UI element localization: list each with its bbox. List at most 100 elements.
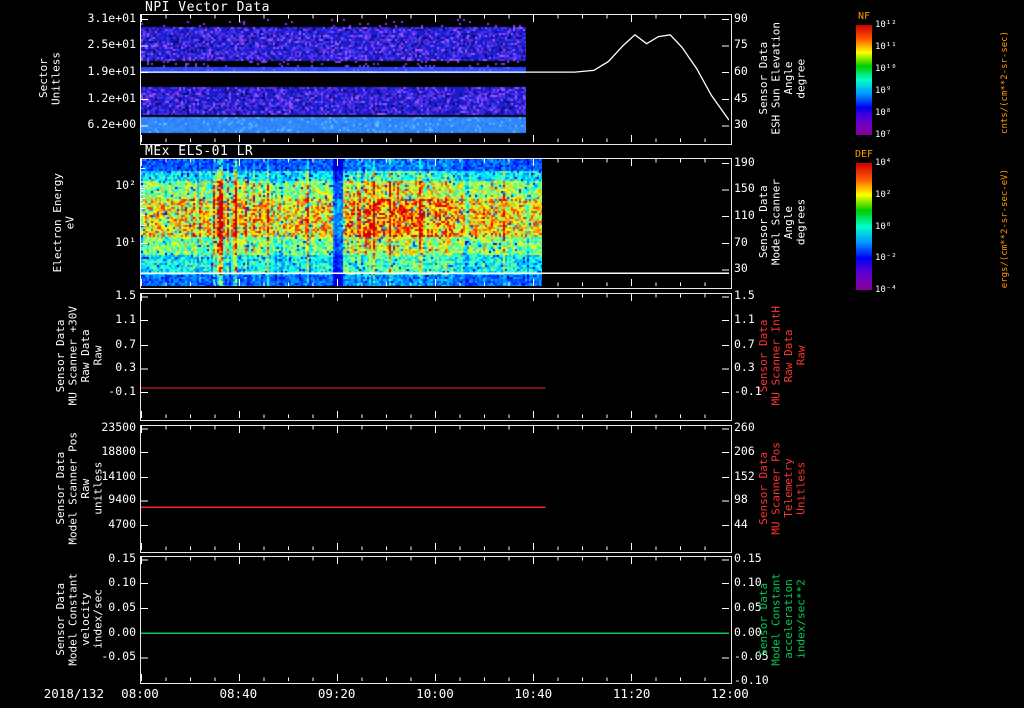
plot-area	[140, 293, 732, 421]
x-tick-label: 10:00	[416, 686, 454, 701]
y-tick-label: 0.15	[108, 551, 136, 566]
y-tick-label: 6.2e+00	[87, 117, 136, 132]
panel-mex-els: MEx ELS-01 LR Electron Energy eV 10² 10¹ …	[0, 144, 1024, 289]
y-tick-label: 0.3	[734, 360, 755, 375]
left-tick-labels: 1.5 1.1 0.7 0.3 -0.1	[66, 289, 136, 419]
panel-model-scanner-pos: Sensor Data Model Scanner Pos Raw unitle…	[0, 421, 1024, 553]
colorbar-unit: ergs/(cm**2-sr-sec-eV)	[1000, 168, 1010, 289]
x-tick-label: 09:20	[317, 686, 356, 701]
x-tick-label: 12:00	[711, 686, 749, 701]
y-tick-label: 0.05	[108, 599, 136, 614]
y-tick-label: 190	[734, 154, 755, 169]
colorbar-tick-label: 10⁻⁴	[875, 285, 897, 295]
colorbar-tick-label: 10⁴	[875, 158, 892, 168]
x-tick-label: 08:00	[121, 686, 159, 701]
right-tick-labels: 90 75 60 45 30	[734, 10, 790, 143]
y-tick-label: 110	[734, 208, 755, 223]
panel-title: NPI Vector Data	[145, 0, 270, 15]
y-tick-label: 1.5	[115, 288, 136, 303]
left-tick-labels: 0.15 0.10 0.05 0.00 -0.05	[66, 552, 136, 682]
y-tick-label: 1.1	[115, 312, 136, 327]
y-tick-label: 1.9e+01	[87, 64, 136, 79]
y-axis-right-label: Sensor Data MU Scanner Pos Telemetry Uni…	[757, 441, 808, 535]
y-tick-label: 70	[734, 234, 748, 249]
y-tick-label: 14100	[101, 468, 136, 483]
colorbar-tick-label: 10⁰	[875, 221, 892, 232]
colorbar-tick-label: 10⁹	[875, 86, 892, 96]
x-tick-label: 08:40	[219, 686, 258, 701]
y-tick-label: 0.00	[734, 624, 762, 639]
colorbar-tick-label: 10⁷	[875, 130, 892, 140]
colorbar-tick-label: 10²	[875, 189, 892, 200]
y-tick-label: -0.05	[101, 649, 136, 664]
y-tick-label: 0.3	[115, 360, 136, 375]
y-tick-label: 23500	[101, 420, 136, 435]
y-tick-label: 0.05	[734, 599, 762, 614]
y-tick-label: 44	[734, 517, 748, 532]
y-tick-label: 1.1	[734, 312, 755, 327]
y-tick-label: 1.5	[734, 288, 755, 303]
colorbar-gradient	[856, 163, 872, 290]
date-label: 2018/132	[43, 686, 104, 701]
y-tick-label: 3.1e+01	[87, 10, 136, 25]
plot-area	[140, 425, 732, 553]
y-tick-label: 4700	[108, 517, 136, 532]
y-tick-label: 18800	[101, 444, 136, 459]
y-tick-label: 0.7	[734, 336, 755, 351]
y-tick-label: 206	[734, 444, 755, 459]
colorbar-tick-label: 10⁸	[875, 108, 892, 118]
panel-title: MEx ELS-01 LR	[145, 144, 254, 159]
colorbar-title: NF	[857, 11, 871, 22]
y-tick-label: 150	[734, 181, 755, 196]
y-axis-right-label: Sensor Data Model Scanner Angle degrees	[757, 179, 808, 266]
y-axis-right-label: Sensor Data ESH Sun Elevation Angle degr…	[757, 22, 808, 135]
left-tick-labels: 10² 10¹	[66, 158, 136, 287]
y-axis-right-label: Sensor Data MU Scanner IntH Raw Data Raw	[757, 306, 808, 406]
npi-spectrogram	[141, 15, 526, 142]
y-tick-label: -0.05	[734, 649, 769, 664]
colorbar-tick-label: 10¹²	[875, 20, 897, 30]
y-tick-label: 260	[734, 420, 755, 435]
y-tick-label: 98	[734, 492, 748, 507]
y-tick-label: 10²	[115, 177, 136, 192]
panel-npi-vector: NPI Vector Data Sector Unitless 3.1e+01 2…	[0, 0, 1024, 145]
plot-lines	[141, 294, 729, 418]
right-tick-labels: 260 206 152 98 44	[734, 421, 790, 551]
colorbar-tick-label: 10¹⁰	[875, 64, 897, 74]
colorbar-unit: cnts/(cm**2-sr-sec)	[1000, 30, 1010, 134]
panel-model-constant-velocity: Sensor Data Model Constant velocity inde…	[0, 552, 1024, 686]
plot-area	[140, 158, 732, 289]
colorbar-tick-label: 10⁻²	[875, 253, 897, 264]
y-tick-label: 75	[734, 37, 748, 52]
y-tick-label: 45	[734, 90, 748, 105]
y-tick-label: 30	[734, 261, 748, 276]
y-axis-right-label: Sensor Data Model Constant acceleration …	[757, 572, 808, 666]
panel-mu-scanner-30v: Sensor Data MU Scanner +30V Raw Data Raw…	[0, 289, 1024, 421]
y-tick-label: 30	[734, 117, 748, 132]
colorbar-tick-label: 10¹¹	[875, 42, 897, 52]
y-tick-label: 0.7	[115, 336, 136, 351]
left-tick-labels: 23500 18800 14100 9400 4700	[66, 421, 136, 551]
y-tick-label: 0.00	[108, 624, 136, 639]
y-tick-label: 90	[734, 10, 748, 25]
els-spectrogram	[141, 159, 542, 286]
y-tick-label: 9400	[108, 492, 136, 507]
y-tick-label: -0.10	[734, 673, 769, 687]
y-tick-label: -0.1	[734, 383, 762, 398]
x-tick-label: 10:40	[514, 686, 553, 701]
y-tick-label: 1.2e+01	[87, 90, 136, 105]
y-tick-label: 0.15	[734, 551, 762, 566]
y-tick-label: 10¹	[115, 234, 136, 249]
right-tick-labels: 0.15 0.10 0.05 0.00 -0.05 -0.10	[734, 552, 790, 686]
x-tick-label: 11:20	[612, 686, 651, 701]
colorbar-gradient	[856, 25, 872, 135]
right-tick-labels: 190 150 110 70 30	[734, 154, 790, 287]
plot-lines	[141, 15, 729, 142]
plot-area	[140, 14, 732, 145]
y-tick-label: 0.10	[108, 575, 136, 590]
left-tick-labels: 3.1e+01 2.5e+01 1.9e+01 1.2e+01 6.2e+00	[66, 10, 136, 143]
y-tick-label: 2.5e+01	[87, 37, 136, 52]
right-tick-labels: 1.5 1.1 0.7 0.3 -0.1	[734, 289, 790, 419]
plot-lines	[141, 426, 729, 550]
